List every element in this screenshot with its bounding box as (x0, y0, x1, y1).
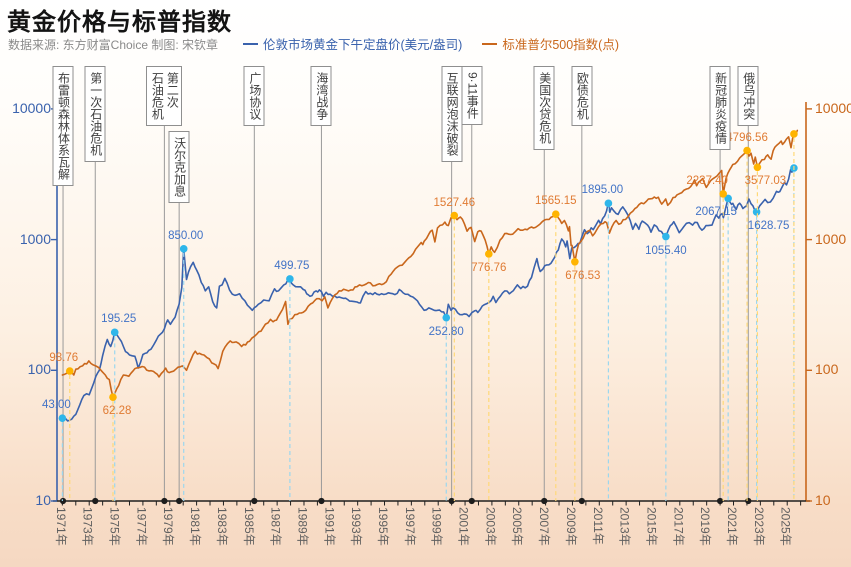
gold-marker (286, 275, 294, 283)
sp500-line (61, 129, 799, 399)
gold-price-line (61, 167, 795, 422)
gold-marker (442, 313, 451, 322)
gold-marker (110, 328, 119, 337)
sp500-marker (551, 210, 560, 218)
sp500-marker (450, 211, 459, 220)
sp500-marker (485, 250, 493, 258)
sp500-marker (65, 367, 74, 375)
legend-label-sp500: 标准普尔500指数(点) (502, 38, 619, 52)
sp500-marker (753, 163, 762, 172)
gold-marker (752, 208, 761, 216)
sp500-marker (743, 146, 751, 155)
gold-marker (604, 199, 613, 208)
sp500-marker (790, 130, 798, 138)
sp500-line-swatch (482, 42, 498, 45)
sp500-marker (109, 393, 117, 401)
gold-marker (179, 245, 188, 253)
legend-item-gold: 伦敦市场黄金下午定盘价(美元/盎司) (243, 34, 462, 53)
legend-item-sp500: 标准普尔500指数(点) (482, 34, 619, 53)
page-title: 黄金价格与标普指数 (7, 9, 232, 36)
gold-marker (662, 232, 670, 241)
legend-label-gold: 伦敦市场黄金下午定盘价(美元/盎司) (263, 38, 463, 52)
gold-marker (58, 414, 67, 423)
chart-source-credit: 数据来源: 东方财富Choice 制图: 宋钦章 (8, 38, 219, 52)
sp500-marker (571, 257, 579, 266)
gold-marker (724, 194, 732, 203)
gold-line-swatch (243, 42, 258, 45)
legend: 伦敦市场黄金下午定盘价(美元/盎司) 标准普尔500指数(点) (243, 34, 619, 53)
sp500-marker (719, 190, 727, 198)
